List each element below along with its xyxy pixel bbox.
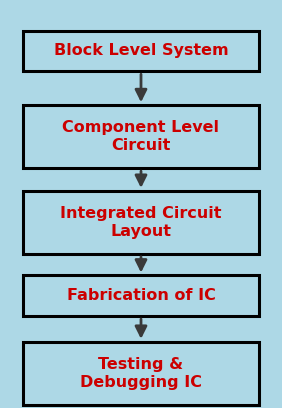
- Text: Fabrication of IC: Fabrication of IC: [67, 288, 215, 303]
- Text: Integrated Circuit
Layout: Integrated Circuit Layout: [60, 206, 222, 239]
- Bar: [23, 275, 259, 316]
- Text: Block Level System: Block Level System: [54, 44, 228, 58]
- Bar: [23, 105, 259, 168]
- Bar: [23, 31, 259, 71]
- Bar: [23, 191, 259, 254]
- Text: Testing &
Debugging IC: Testing & Debugging IC: [80, 357, 202, 390]
- Text: Component Level
Circuit: Component Level Circuit: [63, 120, 219, 153]
- Bar: [23, 341, 259, 405]
